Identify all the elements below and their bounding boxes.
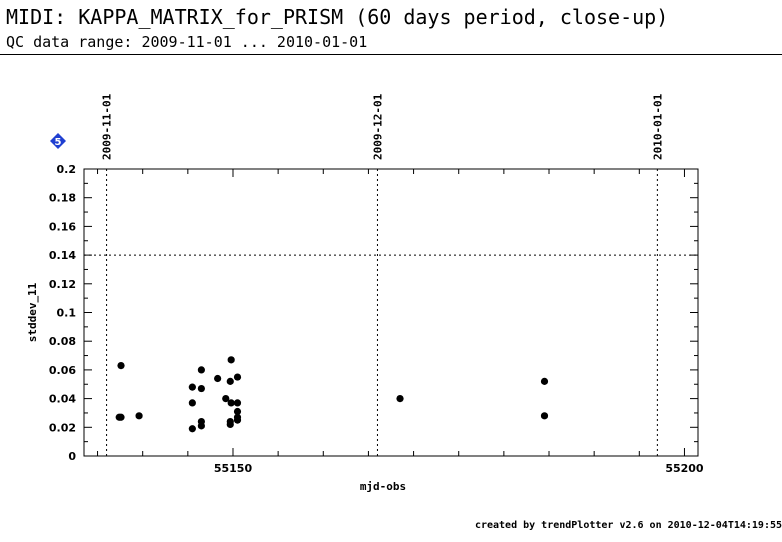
date-marker-label: 2009-12-01 bbox=[371, 93, 384, 160]
data-point bbox=[188, 425, 196, 433]
date-marker-label: 2010-01-01 bbox=[651, 93, 664, 160]
data-point bbox=[188, 383, 196, 391]
plot-area-frame bbox=[83, 168, 699, 457]
y-tick-label: 0.18 bbox=[49, 192, 76, 205]
y-axis-label: stddev_11 bbox=[26, 282, 39, 342]
x-axis-label: mjd-obs bbox=[360, 480, 406, 493]
y-tick-label: 0.02 bbox=[49, 421, 76, 434]
y-tick-label: 0.16 bbox=[49, 220, 76, 233]
plot-frame bbox=[83, 168, 699, 457]
y-tick-label: 0 bbox=[68, 450, 76, 463]
y-tick-label: 0.08 bbox=[49, 335, 76, 348]
header-divider bbox=[0, 54, 782, 55]
data-point bbox=[396, 395, 404, 403]
date-marker-label: 2009-11-01 bbox=[101, 93, 114, 160]
plot-badge: 5 bbox=[50, 133, 66, 149]
created-by-footer: created by trendPlotter v2.6 on 2010-12-… bbox=[474, 520, 782, 531]
data-range-subtitle: QC data range: 2009-11-01 ... 2010-01-01 bbox=[6, 33, 368, 51]
data-point bbox=[117, 361, 125, 370]
data-point bbox=[222, 395, 230, 403]
reference-lines bbox=[84, 169, 698, 456]
data-point bbox=[227, 356, 235, 364]
data-point bbox=[226, 420, 234, 429]
data-point bbox=[233, 407, 242, 416]
data-point bbox=[197, 384, 205, 393]
data-point bbox=[188, 399, 196, 407]
axis-labels: 2009-11-01 2009-12-01 2010-01-01 0 0.02 0.04 0… bbox=[26, 93, 704, 493]
data-point bbox=[197, 366, 205, 374]
chart-title: MIDI: KAPPA_MATRIX_for_PRISM (60 days pe… bbox=[6, 5, 669, 29]
data-point bbox=[135, 412, 143, 420]
data-point bbox=[540, 377, 549, 385]
axis-ticks bbox=[84, 168, 698, 457]
data-point bbox=[233, 416, 242, 424]
y-tick-label: 0.14 bbox=[49, 249, 76, 262]
x-tick-label: 55150 bbox=[214, 462, 253, 475]
data-point bbox=[233, 399, 242, 407]
data-point bbox=[226, 377, 234, 385]
y-tick-label: 0.04 bbox=[49, 393, 76, 406]
data-point bbox=[117, 413, 125, 421]
badge-diamond-icon bbox=[50, 133, 66, 149]
data-point bbox=[233, 373, 242, 381]
y-tick-label: 0.06 bbox=[49, 364, 76, 377]
data-point bbox=[214, 374, 222, 383]
y-tick-label: 0.12 bbox=[49, 278, 76, 291]
data-point bbox=[540, 412, 549, 420]
data-point bbox=[227, 399, 235, 407]
y-tick-label: 0.1 bbox=[57, 307, 77, 320]
badge-number: 5 bbox=[55, 137, 62, 148]
y-tick-label: 0.2 bbox=[57, 163, 77, 176]
data-points bbox=[115, 356, 549, 433]
x-tick-label: 55200 bbox=[665, 462, 704, 475]
data-point bbox=[197, 422, 205, 430]
